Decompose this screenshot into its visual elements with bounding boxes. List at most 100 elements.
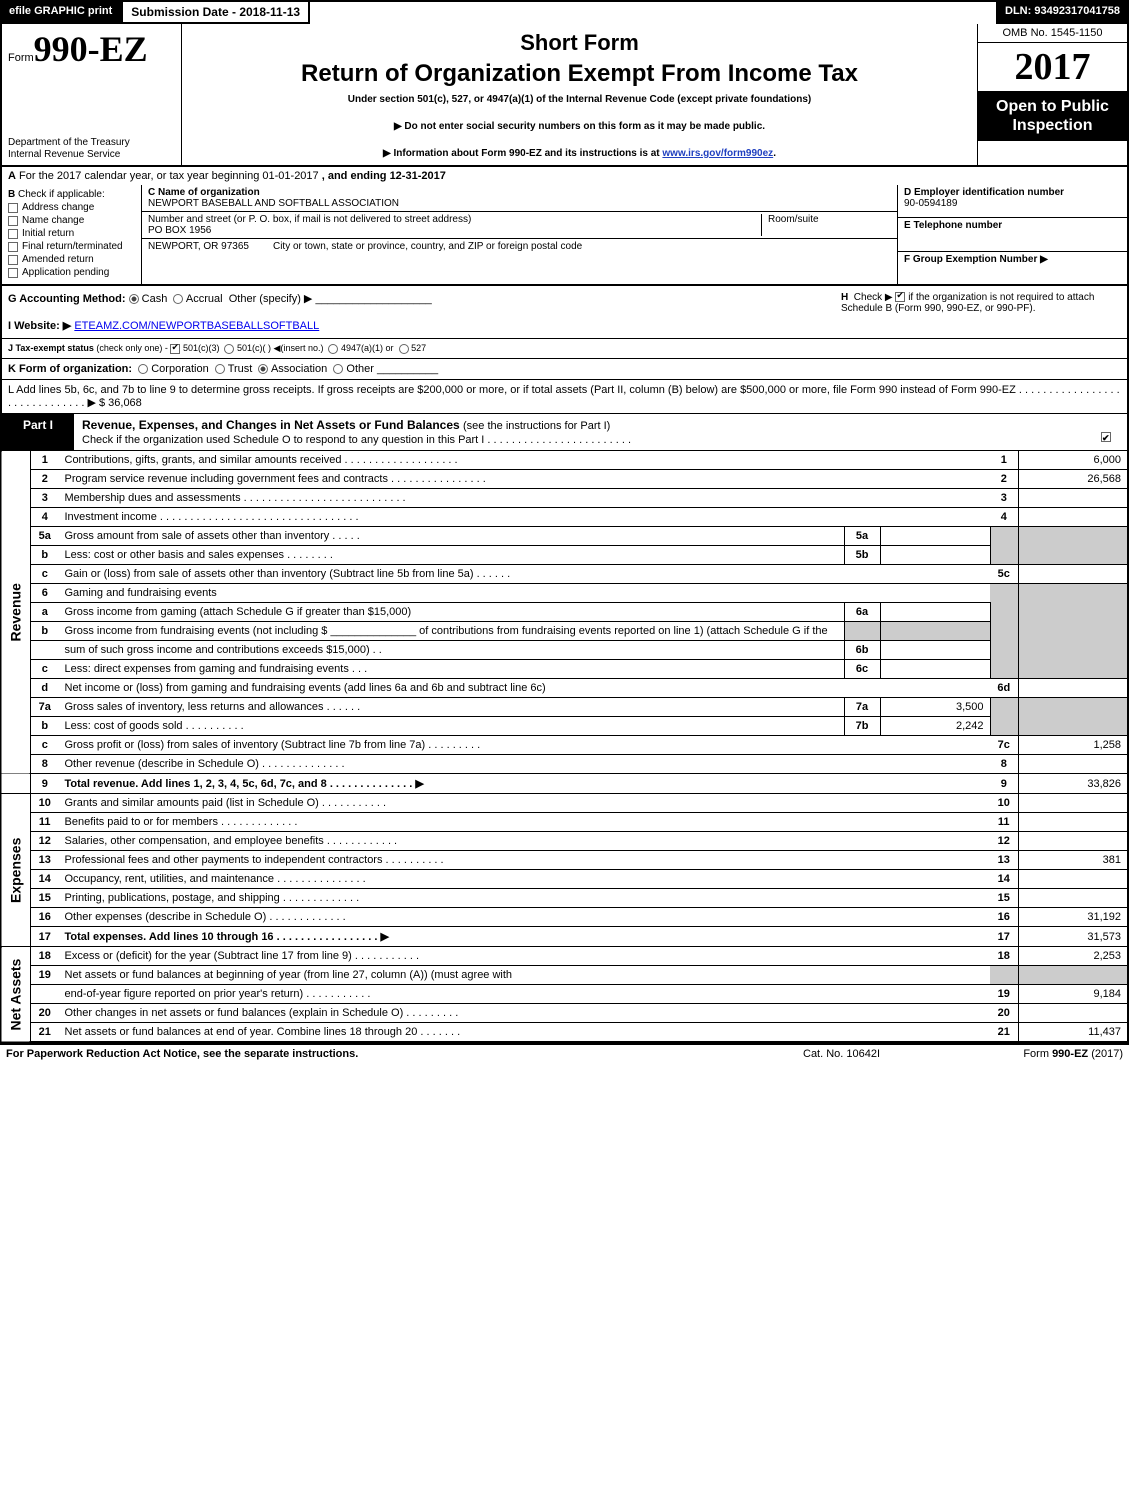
ln-20: 20 [31, 1004, 59, 1023]
part-checkline: Check if the organization used Schedule … [82, 434, 631, 446]
checkbox-icon[interactable] [8, 216, 18, 226]
form-prefix: Form [8, 52, 34, 64]
checkbox-icon[interactable] [8, 229, 18, 239]
amt-4 [1018, 508, 1128, 527]
mid-amt-6a [880, 603, 990, 622]
desc-16: Other expenses (describe in Schedule O) … [59, 908, 991, 927]
ln-10: 10 [31, 794, 59, 813]
ln-6c: c [31, 660, 59, 679]
row-gh: G Accounting Method: Cash Accrual Other … [0, 286, 1129, 339]
rln-2: 2 [990, 470, 1018, 489]
ln-15: 15 [31, 889, 59, 908]
form-no-big: 990-EZ [34, 29, 148, 69]
row-l: L Add lines 5b, 6c, and 7b to line 9 to … [0, 380, 1129, 414]
radio-accrual[interactable] [173, 294, 183, 304]
h-checkbox[interactable] [895, 292, 905, 302]
mid-amt-6b [880, 641, 990, 660]
header-center: Short Form Return of Organization Exempt… [182, 24, 977, 165]
c-name-row: C Name of organization NEWPORT BASEBALL … [142, 185, 897, 212]
chk-final-return[interactable]: Final return/terminated [8, 241, 135, 252]
chk-label: Application pending [22, 267, 109, 278]
f-label: F Group Exemption Number ▶ [904, 254, 1048, 265]
rln-1: 1 [990, 451, 1018, 470]
amt-16: 31,192 [1018, 908, 1128, 927]
k-label: K Form of organization: [8, 363, 132, 375]
ln-12: 12 [31, 832, 59, 851]
ln-5a: 5a [31, 527, 59, 546]
checkbox-icon[interactable] [8, 242, 18, 252]
k-assoc: Association [271, 363, 327, 375]
ln-6b2 [31, 641, 59, 660]
desc-21: Net assets or fund balances at end of ye… [59, 1023, 991, 1043]
ln-21: 21 [31, 1023, 59, 1043]
amt-8 [1018, 755, 1128, 774]
part-1-table: Revenue 1 Contributions, gifts, grants, … [0, 451, 1129, 1043]
j-527-rad[interactable] [399, 344, 409, 354]
top-bar: efile GRAPHIC print Submission Date - 20… [0, 0, 1129, 24]
grey-7b [1018, 698, 1128, 736]
opi-2: Inspection [980, 116, 1125, 135]
desc-12: Salaries, other compensation, and employ… [59, 832, 991, 851]
footer-left: For Paperwork Reduction Act Notice, see … [6, 1048, 803, 1060]
rln-8: 8 [990, 755, 1018, 774]
part-title-note: (see the instructions for Part I) [463, 420, 610, 432]
inst2-pre: ▶ Information about Form 990-EZ and its … [383, 148, 662, 159]
chk-amended-return[interactable]: Amended return [8, 254, 135, 265]
website-link[interactable]: ETEAMZ.COM/NEWPORTBASEBALLSOFTBALL [74, 320, 319, 332]
col-def: D Employer identification number 90-0594… [897, 185, 1127, 284]
j-4947: 4947(a)(1) or [341, 343, 394, 353]
chk-address-change[interactable]: Address change [8, 202, 135, 213]
amt-15 [1018, 889, 1128, 908]
c-city-row: NEWPORT, OR 97365 City or town, state or… [142, 239, 897, 254]
chk-initial-return[interactable]: Initial return [8, 228, 135, 239]
mid-ln-6c: 6c [844, 660, 880, 679]
ln-2: 2 [31, 470, 59, 489]
j-501c3-chk[interactable] [170, 344, 180, 354]
checkbox-icon[interactable] [8, 203, 18, 213]
d-label: D Employer identification number [904, 187, 1064, 198]
radio-cash[interactable] [129, 294, 139, 304]
j-527: 527 [411, 343, 426, 353]
grey-6b [1018, 584, 1128, 679]
ln-7b: b [31, 717, 59, 736]
j-insert: ◀(insert no.) [274, 343, 324, 353]
chk-name-change[interactable]: Name change [8, 215, 135, 226]
h-label: H [841, 292, 848, 303]
instructions-link[interactable]: www.irs.gov/form990ez [662, 148, 773, 159]
k-corp-rad[interactable] [138, 364, 148, 374]
rln-20: 20 [990, 1004, 1018, 1023]
efile-print-button[interactable]: efile GRAPHIC print [0, 0, 121, 24]
ln-6a: a [31, 603, 59, 622]
mid-ln-6b: 6b [844, 641, 880, 660]
checkbox-icon[interactable] [8, 255, 18, 265]
j-501c-rad[interactable] [224, 344, 234, 354]
col-b: B Check if applicable: Address change Na… [2, 185, 142, 284]
short-form-title: Short Form [188, 30, 971, 56]
desc-19b: end-of-year figure reported on prior yea… [59, 985, 991, 1004]
j-501c3: 501(c)(3) [183, 343, 220, 353]
b-hdr: Check if applicable: [18, 189, 105, 200]
page-footer: For Paperwork Reduction Act Notice, see … [0, 1043, 1129, 1063]
d-row: D Employer identification number 90-0594… [897, 185, 1127, 218]
mid-amt-7b: 2,242 [880, 717, 990, 736]
checkbox-icon[interactable] [8, 268, 18, 278]
desc-6b: Gross income from fundraising events (no… [59, 622, 845, 641]
k-trust-rad[interactable] [215, 364, 225, 374]
amt-9: 33,826 [1018, 774, 1128, 794]
schedule-o-checkbox[interactable] [1101, 432, 1111, 442]
top-spacer [310, 0, 996, 24]
amt-17: 31,573 [1018, 927, 1128, 947]
g-label: G Accounting Method: [8, 293, 126, 305]
chk-application-pending[interactable]: Application pending [8, 267, 135, 278]
inst2-post: . [773, 148, 776, 159]
k-other-rad[interactable] [333, 364, 343, 374]
k-assoc-rad[interactable] [258, 364, 268, 374]
rln-17: 17 [990, 927, 1018, 947]
mid-amt-5b [880, 546, 990, 565]
amt-19: 9,184 [1018, 985, 1128, 1004]
footer-right-post: (2017) [1088, 1048, 1123, 1060]
instruction-1: ▶ Do not enter social security numbers o… [188, 121, 971, 132]
desc-18: Excess or (deficit) for the year (Subtra… [59, 947, 991, 966]
j-4947-rad[interactable] [328, 344, 338, 354]
grey-7 [990, 698, 1018, 736]
